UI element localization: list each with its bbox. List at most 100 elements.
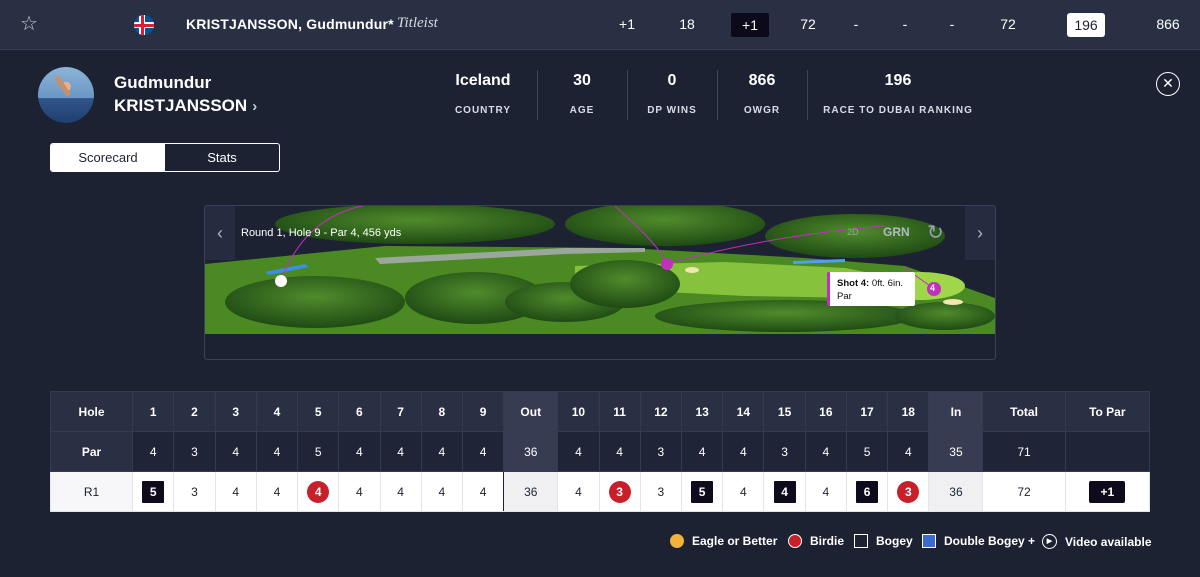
stat-country: Iceland COUNTRY <box>447 72 519 116</box>
chevron-right-icon: › <box>977 223 983 243</box>
score-cell: 3 <box>888 472 929 512</box>
to-par-value: +1 <box>607 16 647 32</box>
iceland-flag-icon <box>134 15 154 35</box>
score-cell: 1 <box>133 392 174 432</box>
score-cell: 4 <box>215 472 256 512</box>
score-cell: Out <box>504 392 558 432</box>
row-label-cell: R1 <box>51 472 133 512</box>
tee-marker <box>275 275 287 287</box>
round1-score: 72 <box>788 16 828 32</box>
birdie-marker: 3 <box>897 481 919 503</box>
scorecard-table: Hole 1 2 3 4 5 6 7 8 9 Out 10 11 12 13 14 15 16 17 18 In Tota… <box>50 391 1150 512</box>
view-2d-button[interactable]: 2D <box>847 227 859 237</box>
favorite-star-icon[interactable]: ☆ <box>20 12 38 36</box>
score-cell: 4 <box>558 472 599 512</box>
shot-result: Par <box>837 291 852 302</box>
bogey-swatch-icon <box>854 534 868 548</box>
score-cell: 7 <box>380 392 421 432</box>
score-cell: 4 <box>339 432 380 472</box>
score-cell: 3 <box>174 432 215 472</box>
shot-number-badge: 4 <box>930 283 935 293</box>
score-cell: 4 <box>380 472 421 512</box>
divider <box>717 70 718 120</box>
score-cell: 14 <box>723 392 764 432</box>
tab-scorecard[interactable]: Scorecard <box>51 144 165 171</box>
score-cell: To Par <box>1065 392 1149 432</box>
score-cell: 72 <box>983 472 1065 512</box>
player-first-name[interactable]: Gudmundur <box>114 73 211 93</box>
bogey-marker: 4 <box>774 481 796 503</box>
score-cell: 3 <box>764 432 805 472</box>
map-prev-button[interactable]: ‹ <box>205 206 235 260</box>
row-label-cell: Par <box>51 432 133 472</box>
map-next-button[interactable]: › <box>965 206 995 260</box>
round1-row[interactable]: R1 5 3 4 4 4 4 4 4 4 36 4 3 3 5 4 4 4 6 3 36 72 +1 <box>51 472 1150 512</box>
owgr-value: 866 <box>1148 16 1188 32</box>
score-cell: 4 <box>421 432 462 472</box>
score-cell: 36 <box>929 472 983 512</box>
view-green-button[interactable]: GRN <box>883 225 910 239</box>
score-cell: 3 <box>640 432 681 472</box>
legend-eagle: Eagle or Better <box>670 534 777 548</box>
player-avatar <box>38 67 94 123</box>
divider <box>807 70 808 120</box>
player-profile-link[interactable]: KRISTJANSSON › <box>114 96 257 116</box>
stat-race-to-dubai: 196 RACE TO DUBAI RANKING <box>820 72 976 116</box>
score-cell: 10 <box>558 392 599 432</box>
score-cell: 4 <box>462 432 503 472</box>
stat-dp-wins: 0 DP WINS <box>641 72 703 116</box>
score-cell: 4 <box>421 472 462 512</box>
legend-birdie: Birdie <box>788 534 844 548</box>
thru-value: 18 <box>667 16 707 32</box>
round2-score: - <box>836 16 876 32</box>
score-cell: 6 <box>846 472 887 512</box>
score-cell: 4 <box>339 472 380 512</box>
hole-flyover-map[interactable]: ‹ › Round 1, Hole 9 - Par 4, 456 yds 2D … <box>204 205 996 360</box>
score-cell: 4 <box>599 432 640 472</box>
score-cell: Total <box>983 392 1065 432</box>
score-cell: 13 <box>682 392 723 432</box>
score-cell: 4 <box>298 472 339 512</box>
score-cell: 4 <box>888 432 929 472</box>
stat-owgr: 866 OWGR <box>732 72 792 116</box>
score-cell: 2 <box>174 392 215 432</box>
score-cell: 4 <box>805 472 846 512</box>
round4-score: - <box>932 16 972 32</box>
close-button[interactable]: ✕ <box>1156 72 1180 96</box>
score-cell: 18 <box>888 392 929 432</box>
stat-age: 30 AGE <box>555 72 609 116</box>
score-cell: 4 <box>215 432 256 472</box>
double-bogey-swatch-icon <box>922 534 936 548</box>
birdie-marker: 4 <box>307 481 329 503</box>
shot-label: Shot 4: <box>837 278 869 289</box>
score-cell: 5 <box>846 432 887 472</box>
player-name[interactable]: KRISTJANSSON, Gudmundur* <box>186 16 394 32</box>
ranking-badge: 196 <box>1067 13 1105 37</box>
score-cell: 17 <box>846 392 887 432</box>
score-cell: 4 <box>805 432 846 472</box>
round3-score: - <box>885 16 925 32</box>
today-score-badge: +1 <box>731 13 769 37</box>
score-cell: 16 <box>805 392 846 432</box>
bogey-marker: 5 <box>142 481 164 503</box>
score-cell: +1 <box>1065 472 1149 512</box>
chevron-left-icon: ‹ <box>217 223 223 243</box>
score-cell: 4 <box>462 472 503 512</box>
replay-icon[interactable]: ↻ <box>927 220 944 245</box>
divider <box>537 70 538 120</box>
score-cell: 12 <box>640 392 681 432</box>
score-cell: 71 <box>983 432 1065 472</box>
score-cell: 3 <box>174 472 215 512</box>
score-cell: 9 <box>462 392 503 432</box>
player-last-name: KRISTJANSSON <box>114 96 247 115</box>
score-cell: 3 <box>599 472 640 512</box>
player-summary-row[interactable]: ☆ KRISTJANSSON, Gudmundur* Titleist +1 1… <box>0 0 1200 50</box>
score-cell: 4 <box>682 432 723 472</box>
birdie-marker: 3 <box>609 481 631 503</box>
score-cell: 4 <box>723 432 764 472</box>
score-cell: 5 <box>133 472 174 512</box>
tab-stats[interactable]: Stats <box>165 144 279 171</box>
divider <box>627 70 628 120</box>
legend-bogey: Bogey <box>854 534 913 548</box>
legend-video: ▶ Video available <box>1042 534 1152 549</box>
